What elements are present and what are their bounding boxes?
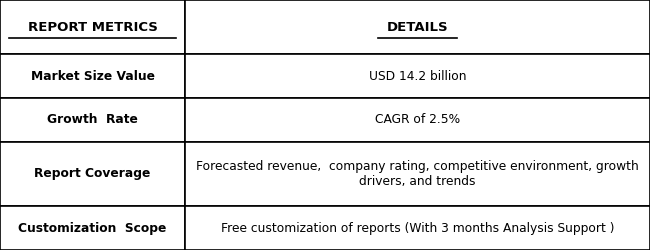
Text: Free customization of reports (With 3 months Analysis Support ): Free customization of reports (With 3 mo… (221, 222, 614, 235)
Bar (185, 0, 650, 54)
Text: DETAILS: DETAILS (387, 20, 448, 34)
Text: Market Size Value: Market Size Value (31, 70, 155, 82)
Text: Growth  Rate: Growth Rate (47, 113, 138, 126)
Bar (0, 0, 185, 54)
Bar (0, 54, 185, 98)
Bar (0, 98, 185, 142)
Text: CAGR of 2.5%: CAGR of 2.5% (375, 113, 460, 126)
Bar (185, 142, 650, 206)
Text: Customization  Scope: Customization Scope (18, 222, 167, 235)
Bar (185, 54, 650, 98)
Text: Forecasted revenue,  company rating, competitive environment, growth
drivers, an: Forecasted revenue, company rating, comp… (196, 160, 639, 188)
Bar (185, 98, 650, 142)
Text: REPORT METRICS: REPORT METRICS (28, 20, 157, 34)
Bar (0, 142, 185, 206)
Bar (185, 206, 650, 250)
Text: USD 14.2 billion: USD 14.2 billion (369, 70, 467, 82)
Bar (0, 206, 185, 250)
Text: Report Coverage: Report Coverage (34, 168, 151, 180)
